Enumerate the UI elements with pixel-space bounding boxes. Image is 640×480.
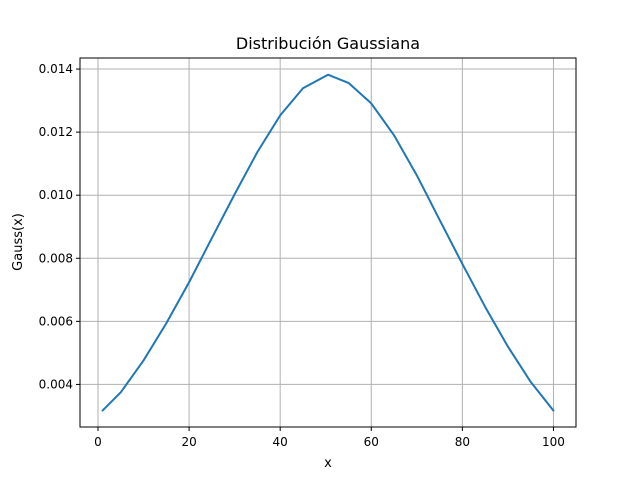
- y-axis-label: Gauss(x): [11, 213, 26, 271]
- y-tick-label: 0.012: [39, 125, 73, 139]
- series-line-gauss: [101, 73, 555, 412]
- series-layer: [101, 73, 555, 412]
- x-tick-label: 80: [455, 435, 470, 449]
- x-tick-label: 100: [542, 435, 565, 449]
- x-tick-label: 60: [364, 435, 379, 449]
- x-tick-label: 20: [181, 435, 196, 449]
- chart-title: Distribución Gaussiana: [236, 34, 420, 53]
- x-tick-label: 40: [273, 435, 288, 449]
- y-tick-label: 0.010: [39, 188, 73, 202]
- y-tick-label: 0.004: [39, 377, 73, 391]
- y-tick-label: 0.014: [39, 62, 73, 76]
- x-axis-label: x: [324, 456, 332, 471]
- y-tick-label: 0.006: [39, 314, 73, 328]
- ticks: 0 20 40 60 80 100 0.004 0.006 0.008 0.010 0.012 0.0…: [39, 62, 565, 449]
- x-tick-label: 0: [94, 435, 102, 449]
- grid: [80, 58, 576, 427]
- plot-frame: [79, 57, 577, 428]
- y-tick-label: 0.008: [39, 251, 73, 265]
